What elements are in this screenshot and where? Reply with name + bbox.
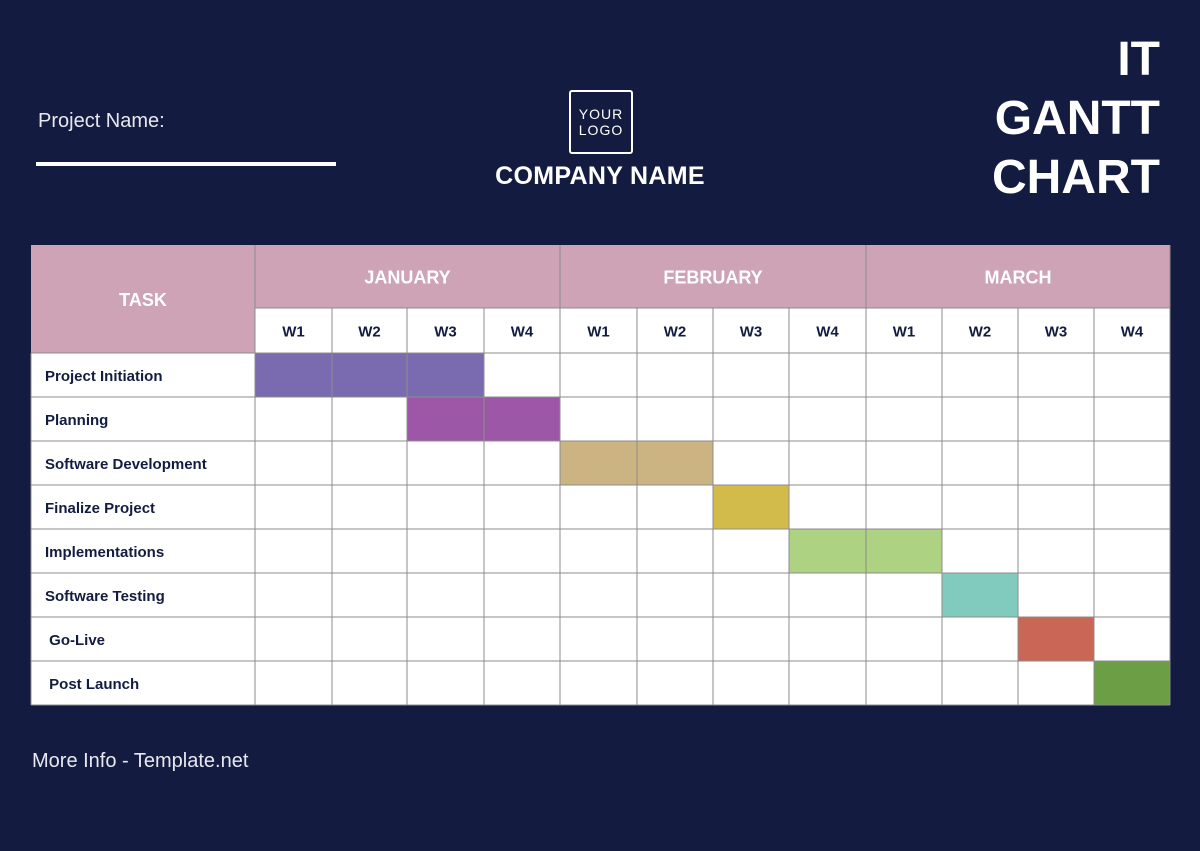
task-name-8: Post Launch [45,676,139,693]
task-bar-3-week-5 [560,441,637,485]
task-bar-1-week-2 [332,353,407,397]
task-bar-2-week-3 [407,397,484,441]
task-name-1: Project Initiation [45,368,163,385]
task-bar-5-week-8 [789,529,866,573]
task-bar-4-week-7 [713,485,789,529]
task-name-4: Finalize Project [45,500,155,517]
task-name-2: Planning [45,412,108,429]
task-bar-3-week-6 [637,441,713,485]
week-label-2: W2 [358,324,381,341]
week-label-11: W3 [1045,324,1068,341]
task-bar-2-week-4 [484,397,560,441]
month-label-2: FEBRUARY [663,268,762,288]
task-name-5: Implementations [45,544,164,561]
task-header-label: TASK [119,290,167,310]
project-name-label: Project Name: [38,110,165,132]
task-bar-6-week-10 [942,573,1018,617]
logo-placeholder: YOUR LOGO [569,90,633,154]
week-label-5: W1 [587,324,610,341]
task-header-cell [31,245,255,353]
footer-info: More Info - Template.net [32,750,249,772]
week-label-12: W4 [1121,324,1144,341]
week-label-10: W2 [969,324,992,341]
logo-line-2: LOGO [578,122,624,138]
task-bar-1-week-3 [407,353,484,397]
task-name-6: Software Testing [45,588,165,605]
week-label-6: W2 [664,324,687,341]
month-label-1: JANUARY [364,268,450,288]
project-name-underline [36,162,336,166]
task-name-7: Go-Live [45,632,105,649]
title-line-2: GANTT [994,92,1160,145]
week-label-4: W4 [511,324,534,341]
title-line-1: IT [1117,33,1160,86]
week-label-1: W1 [282,324,305,341]
document-title: IT GANTT CHART [992,30,1160,207]
week-label-9: W1 [893,324,916,341]
company-name: COMPANY NAME [495,162,705,190]
title-line-3: CHART [992,151,1160,204]
week-label-7: W3 [740,324,763,341]
task-bar-5-week-9 [866,529,942,573]
week-label-8: W4 [816,324,839,341]
month-label-3: MARCH [985,268,1052,288]
logo-line-1: YOUR [578,106,624,122]
task-bar-8-week-12 [1094,661,1170,705]
task-bar-7-week-11 [1018,617,1094,661]
task-bar-1-week-1 [255,353,332,397]
week-label-3: W3 [434,324,457,341]
task-name-3: Software Development [45,456,207,473]
